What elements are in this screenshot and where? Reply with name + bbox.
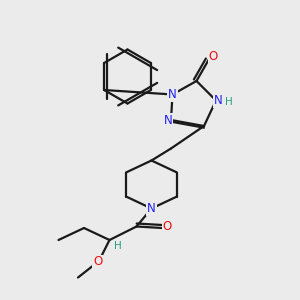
Text: N: N: [164, 113, 172, 127]
Text: N: N: [214, 94, 223, 107]
Text: O: O: [163, 220, 172, 233]
Text: O: O: [93, 255, 102, 268]
Text: H: H: [225, 97, 232, 107]
Text: H: H: [114, 241, 122, 251]
Text: N: N: [147, 202, 156, 215]
Text: N: N: [168, 88, 177, 101]
Text: O: O: [208, 50, 217, 64]
